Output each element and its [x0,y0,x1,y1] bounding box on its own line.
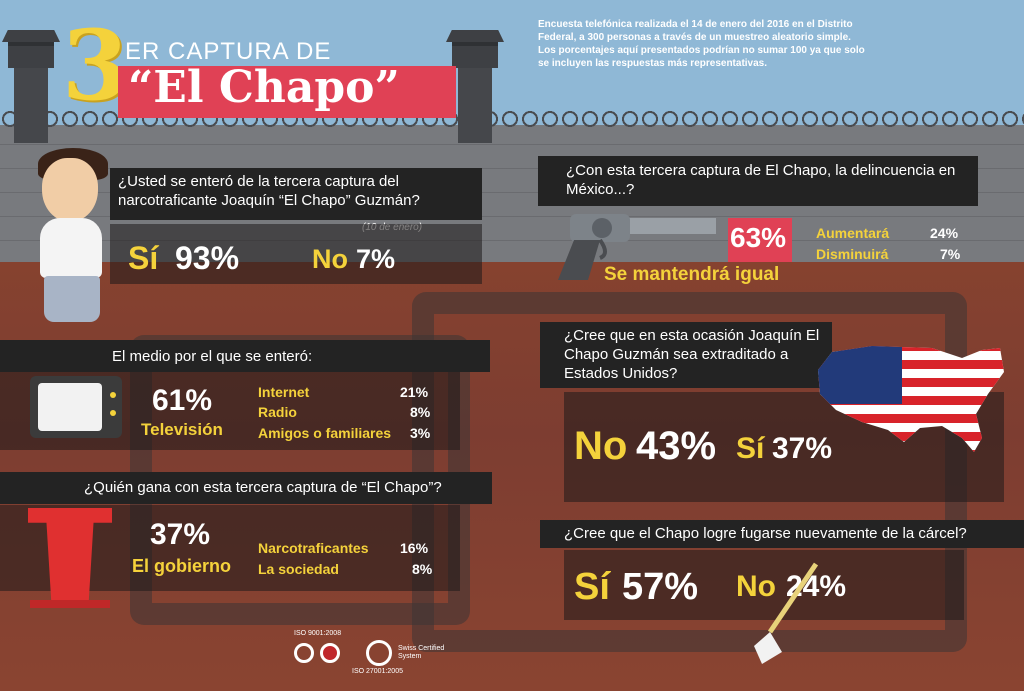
tv-screen [38,383,102,431]
q4-main-value: 63% [730,222,787,253]
q6-yes-label: Sí [574,566,610,608]
title-line-1: ER CAPTURA DE [125,38,332,65]
q3-other-value: 16% [400,540,429,556]
q2-main-label: Televisión [141,420,223,439]
swiss-system-icon [366,640,392,666]
q2-other-label: Amigos o familiares [258,425,392,441]
q4-other-value: 7% [940,246,961,262]
chapo-legs-illustration [44,276,100,322]
q6-question-bar [540,520,1024,548]
q6-no-label: No [736,570,776,603]
iso-27001-label: ISO 27001:2005 [352,668,403,675]
watchtower-right [446,30,504,143]
seal-icon [320,643,340,663]
chapo-body-illustration [40,218,102,278]
q2-main-value: 61% [152,384,213,417]
q2-other-value: 21% [400,384,429,400]
watchtower-left [2,30,60,143]
q1-yes-value: 93% [175,240,240,276]
q3-other-label: Narcotraficantes [258,540,369,556]
q4-question: ¿Con esta tercera captura de El Chapo, l… [566,162,956,198]
q2-other-value: 8% [410,404,431,420]
q3-main-label: El gobierno [132,556,231,576]
tv-knob [110,392,116,398]
q5-question: ¿Cree que en esta ocasión Joaquín El Cha… [564,327,820,382]
title-line-2: “El Chapo” [128,62,400,113]
q2-other-label: Internet [258,384,310,400]
tv-knob [110,410,116,416]
q5-no-label: No [574,424,628,468]
title-number: 3 [62,9,129,122]
certification-logos: ISO 9001:2008 Swiss Certified System ISO… [294,630,448,675]
q1-no-label: No [312,244,348,274]
q1-yes-label: Sí [128,240,159,276]
q2-other-label: Radio [258,404,297,420]
q4-main-label: Se mantendrá igual [604,264,780,285]
q4-other-value: 24% [930,225,959,241]
survey-note: Encuesta telefónica realizada el 14 de e… [538,19,865,69]
shovel-icon [754,562,819,664]
q1-no-value: 7% [356,244,396,274]
revolver-icon [558,214,716,280]
chapo-face-illustration [42,158,98,222]
q2-other-value: 3% [410,425,431,441]
q4-other-label: Disminuirá [816,246,889,262]
q1-panel [110,224,482,284]
q6-yes-value: 57% [622,566,699,608]
swiss-label: Swiss Certified System [398,645,445,660]
q3-question: ¿Quién gana con esta tercera captura de … [84,479,442,496]
q6-question: ¿Cree que el Chapo logre fugarse nuevame… [564,525,967,542]
q4-other-label: Aumentará [816,225,890,241]
title-banner [118,66,456,118]
cs-logo-icon [294,643,314,663]
q3-question-bar [0,472,492,504]
q5-no-value: 43% [636,424,717,468]
q6-panel [564,550,964,620]
q4-main-tag [728,218,792,262]
q5-yes-label: Sí [736,432,765,465]
q1-question-bar [110,168,482,220]
q4-question-bar [538,156,978,206]
q2-question: El medio por el que se enteró: [112,348,313,365]
podium-base [30,600,110,608]
q5-question-bar [540,322,832,388]
q2-question-bar [0,340,490,372]
q5-yes-value: 37% [772,432,833,465]
q3-other-label: La sociedad [258,561,339,577]
q3-other-value: 8% [412,561,433,577]
iso-9001-label: ISO 9001:2008 [294,630,342,637]
usa-map-flag-icon [818,346,1004,452]
q3-main-value: 37% [150,518,211,551]
q1-question: ¿Usted se enteró de la tercera captura d… [118,173,420,209]
